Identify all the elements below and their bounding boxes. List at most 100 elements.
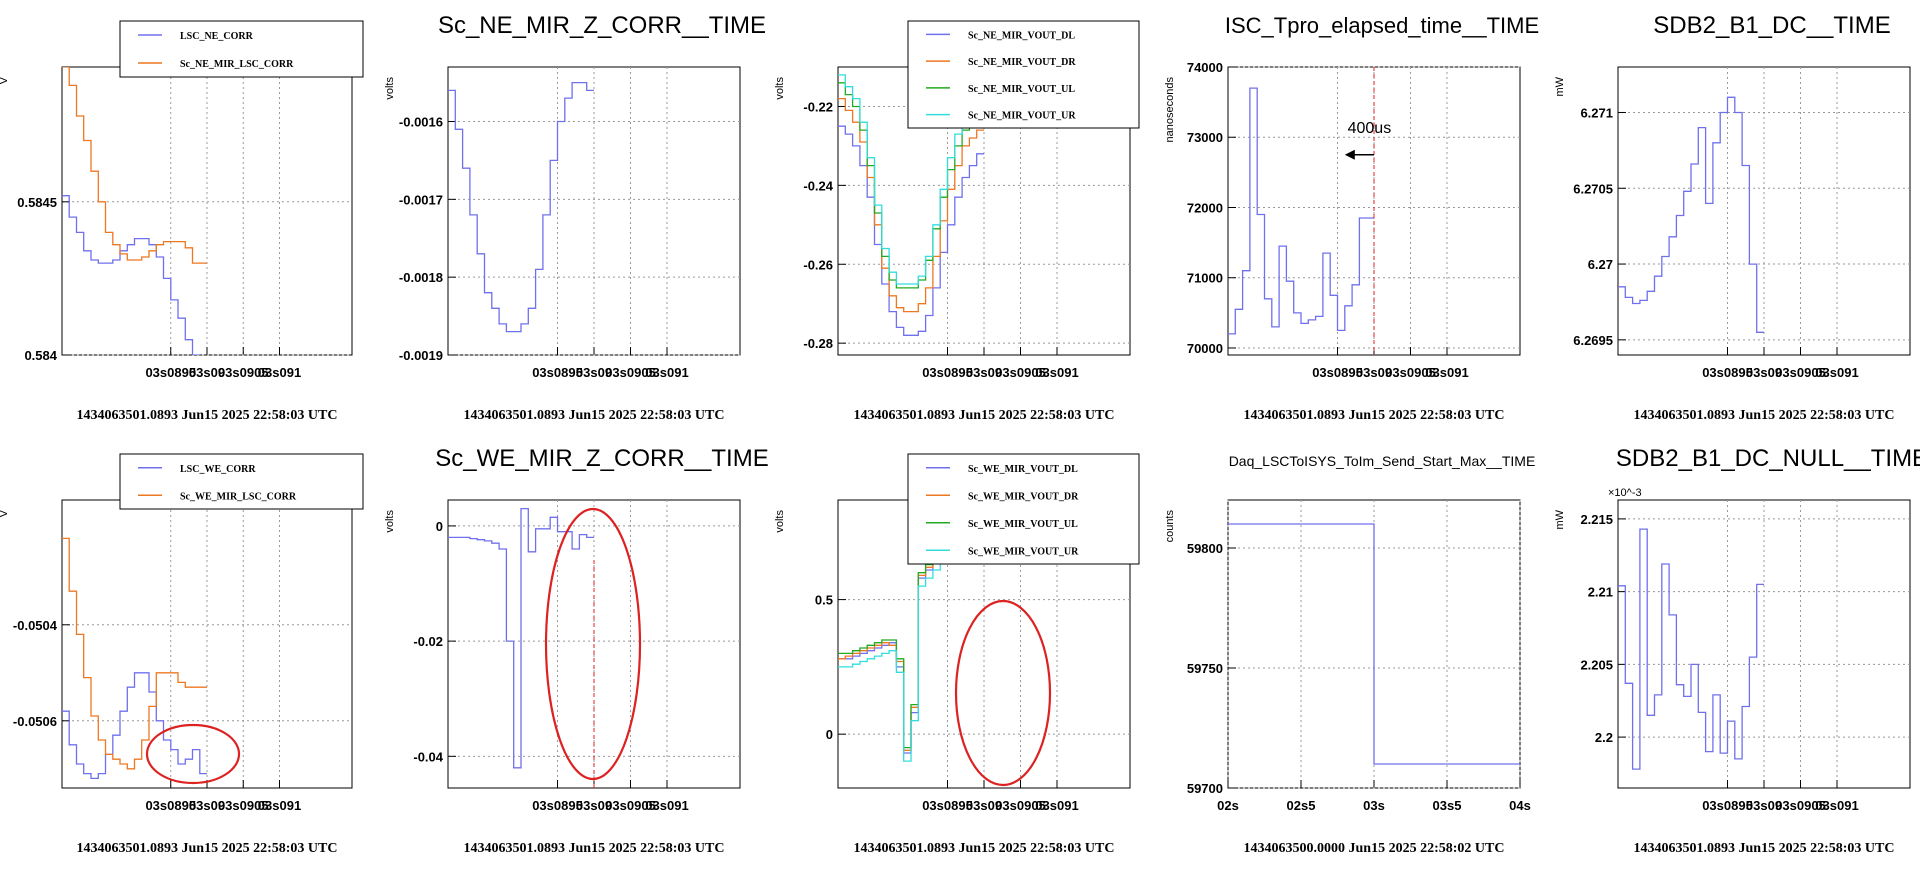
series-line-2 (62, 67, 207, 264)
x-tick-label: 03s09 (576, 798, 612, 813)
legend-entry: Sc_WE_MIR_VOUT_UL (968, 519, 1078, 530)
chart-footer-timestamp: 1434063501.0893 Jun15 2025 22:58:03 UTC (77, 841, 338, 856)
y-axis-exponent: ×10^-3 (1608, 487, 1642, 499)
x-tick-label: 03s09 (1356, 365, 1392, 380)
series-line-1 (838, 125, 984, 336)
x-tick-label: 03s091 (258, 365, 301, 380)
legend-box (119, 453, 364, 510)
x-tick-label: 03s09 (576, 365, 612, 380)
series-line-1 (1618, 528, 1764, 770)
chart-footer-timestamp: 1434063501.0893 Jun15 2025 22:58:03 UTC (464, 408, 725, 423)
x-tick-label: 03s0905 (995, 798, 1046, 813)
chart-footer-timestamp: 1434063501.0893 Jun15 2025 22:58:03 UTC (77, 408, 338, 423)
series-line-1 (448, 507, 594, 769)
x-tick-label: 03s0895 (145, 798, 196, 813)
x-tick-label: 03s0905 (605, 365, 656, 380)
x-tick-label: 03s091 (1425, 365, 1468, 380)
chart-title: Sc_WE_MIR_Z_CORR__TIME (435, 445, 768, 472)
y-tick-label: -0.0016 (399, 114, 443, 129)
x-tick-label: 03s0895 (532, 365, 583, 380)
x-tick-label: 03s09 (966, 798, 1002, 813)
y-tick-label: 2.2 (1595, 730, 1613, 745)
y-tick-label: 70000 (1187, 341, 1223, 356)
legend-entry: Sc_NE_MIR_VOUT_UR (968, 111, 1076, 122)
y-tick-label: -0.22 (803, 99, 833, 114)
y-tick-label: 2.215 (1580, 512, 1613, 527)
y-tick-label: -0.02 (413, 634, 443, 649)
highlight-ellipse-lsc-we (145, 723, 241, 785)
x-tick-label: 03s (1363, 798, 1385, 813)
chart-footer-timestamp: 1434063500.0000 Jun15 2025 22:58:02 UTC (1244, 841, 1505, 856)
legend-box (907, 20, 1140, 129)
x-tick-label: 03s0905 (1385, 365, 1436, 380)
x-tick-label: 03s0895 (1312, 365, 1363, 380)
y-tick-label: 59750 (1187, 661, 1223, 676)
series-line-4 (838, 74, 984, 285)
legend-box (907, 453, 1140, 565)
y-tick-label: -0.26 (803, 257, 833, 272)
legend-entry: Sc_NE_MIR_VOUT_DL (968, 30, 1075, 41)
x-tick-label: 03s0895 (532, 798, 583, 813)
y-tick-label: 0.584 (24, 348, 57, 363)
y-tick-label: 59700 (1187, 781, 1223, 796)
highlight-ellipse-z-corr (544, 507, 642, 781)
y-tick-label: -0.0017 (399, 192, 443, 207)
y-axis-label: V (0, 509, 10, 517)
plot-frame (447, 66, 741, 356)
x-tick-label: 02s5 (1287, 798, 1316, 813)
chart-footer-timestamp: 1434063501.0893 Jun15 2025 22:58:03 UTC (854, 408, 1115, 423)
annotation-label: 400us (1348, 120, 1392, 137)
chart-title: SDB2_B1_DC__TIME (1653, 12, 1890, 39)
x-tick-label: 03s091 (1035, 365, 1078, 380)
legend-entry: Sc_WE_MIR_LSC_CORR (180, 491, 297, 502)
series-line-1 (1228, 523, 1520, 765)
x-tick-label: 03s09 (1746, 365, 1782, 380)
y-tick-label: -0.0504 (13, 618, 58, 633)
y-tick-label: 72000 (1187, 200, 1223, 215)
x-tick-label: 03s0905 (605, 798, 656, 813)
series-line-2 (62, 537, 207, 770)
y-axis-label: nanoseconds (1164, 77, 1176, 143)
legend-entry: LSC_NE_CORR (180, 31, 254, 42)
y-tick-label: 2.205 (1580, 657, 1613, 672)
series-line-2 (838, 97, 984, 313)
y-tick-label: -0.24 (803, 178, 833, 193)
x-tick-label: 03s0895 (1702, 798, 1753, 813)
x-tick-label: 03s091 (258, 798, 301, 813)
series-line-1 (62, 195, 201, 355)
x-tick-label: 03s0905 (218, 798, 269, 813)
legend-entry: Sc_NE_MIR_LSC_CORR (180, 59, 294, 70)
y-tick-label: 0 (826, 727, 833, 742)
y-tick-label: 6.271 (1580, 105, 1613, 120)
x-tick-label: 03s0905 (1775, 798, 1826, 813)
chart-title: SDB2_B1_DC_NULL__TIME (1616, 445, 1920, 472)
x-tick-label: 02s (1217, 798, 1239, 813)
y-tick-label: 73000 (1187, 130, 1223, 145)
legend-entry: Sc_WE_MIR_VOUT_DR (968, 491, 1079, 502)
x-tick-label: 03s0905 (1775, 365, 1826, 380)
y-tick-label: -0.0018 (399, 270, 443, 285)
y-tick-label: -0.28 (803, 336, 833, 351)
y-tick-label: 0 (436, 519, 443, 534)
series-line-1 (448, 81, 594, 333)
x-tick-label: 03s0895 (922, 365, 973, 380)
x-tick-label: 03s0895 (1702, 365, 1753, 380)
y-tick-label: 2.21 (1588, 585, 1613, 600)
legend-entry: Sc_WE_MIR_VOUT_DL (968, 464, 1078, 475)
chart-footer-timestamp: 1434063501.0893 Jun15 2025 22:58:03 UTC (464, 841, 725, 856)
x-tick-label: 03s09 (189, 365, 225, 380)
x-tick-label: 03s091 (645, 798, 688, 813)
highlight-ellipse-vout (954, 599, 1052, 787)
x-tick-label: 03s5 (1433, 798, 1462, 813)
series-line-1 (1228, 87, 1374, 335)
x-tick-label: 03s09 (189, 798, 225, 813)
legend-entry: Sc_NE_MIR_VOUT_UL (968, 84, 1075, 95)
chart-title: ISC_Tpro_elapsed_time__TIME (1225, 13, 1539, 38)
